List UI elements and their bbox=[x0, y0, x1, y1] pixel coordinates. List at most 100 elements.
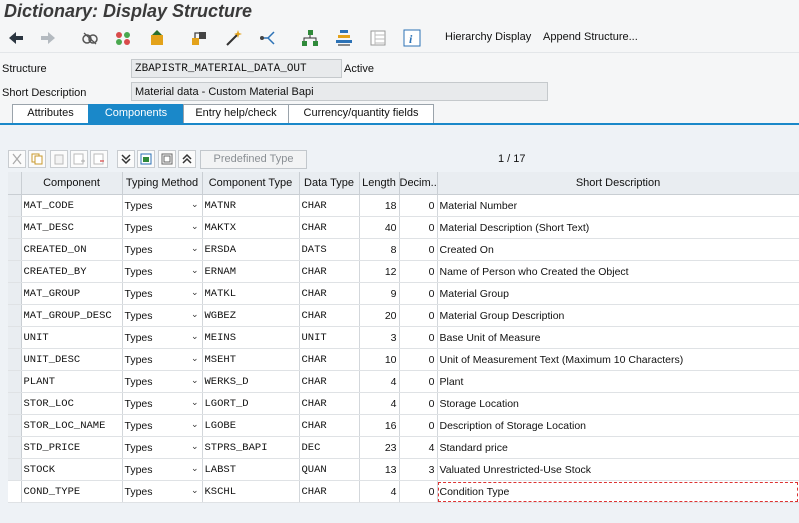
table-row[interactable]: MAT_GROUP Types ⌄ MATKL CHAR 9 0 Material Group bbox=[8, 282, 799, 305]
length-cell[interactable]: 40 bbox=[359, 216, 400, 239]
chevron-down-icon[interactable]: ⌄ bbox=[190, 309, 199, 319]
length-cell[interactable]: 13 bbox=[359, 458, 400, 481]
short-description-cell[interactable]: Base Unit of Measure bbox=[437, 326, 799, 349]
insert-row-icon[interactable] bbox=[70, 150, 88, 168]
table-row[interactable]: UNIT Types ⌄ MEINS UNIT 3 0 Base Unit of Measur… bbox=[8, 326, 799, 349]
activate-icon[interactable] bbox=[147, 28, 167, 48]
component-cell[interactable]: MAT_CODE bbox=[21, 194, 123, 217]
decimals-cell[interactable]: 0 bbox=[399, 194, 438, 217]
chevron-down-icon[interactable]: ⌄ bbox=[190, 463, 199, 473]
table-row[interactable]: MAT_CODE Types ⌄ MATNR CHAR 18 0 Material Numbe… bbox=[8, 194, 799, 217]
expand-all-icon[interactable] bbox=[117, 150, 135, 168]
table-row[interactable]: STOCK Types ⌄ LABST QUAN 13 3 Valuated Unrestri… bbox=[8, 458, 799, 481]
data-type-cell[interactable]: DATS bbox=[299, 238, 360, 261]
row-selector[interactable] bbox=[8, 194, 22, 217]
data-type-cell[interactable]: CHAR bbox=[299, 304, 360, 327]
component-cell[interactable]: STD_PRICE bbox=[21, 436, 123, 459]
row-selector[interactable] bbox=[8, 392, 22, 415]
decimals-cell[interactable]: 0 bbox=[399, 260, 438, 283]
data-type-cell[interactable]: CHAR bbox=[299, 348, 360, 371]
row-selector[interactable] bbox=[8, 414, 22, 437]
length-cell[interactable]: 4 bbox=[359, 370, 400, 393]
column-header-component-type[interactable]: Component Type bbox=[202, 172, 300, 195]
column-header-short-description[interactable]: Short Description bbox=[437, 172, 799, 195]
row-selector[interactable] bbox=[8, 304, 22, 327]
check-icon[interactable] bbox=[189, 28, 209, 48]
other-object-icon[interactable] bbox=[113, 28, 133, 48]
decimals-cell[interactable]: 0 bbox=[399, 238, 438, 261]
column-header-data-type[interactable]: Data Type bbox=[299, 172, 360, 195]
structure-field[interactable]: ZBAPISTR_MATERIAL_DATA_OUT bbox=[131, 59, 342, 78]
data-type-cell[interactable]: DEC bbox=[299, 436, 360, 459]
length-cell[interactable]: 8 bbox=[359, 238, 400, 261]
data-type-cell[interactable]: CHAR bbox=[299, 370, 360, 393]
component-type-cell[interactable]: WGBEZ bbox=[202, 304, 300, 327]
typing-method-cell[interactable]: Types ⌄ bbox=[122, 282, 203, 305]
component-cell[interactable]: UNIT_DESC bbox=[21, 348, 123, 371]
row-selector[interactable] bbox=[8, 370, 22, 393]
decimals-cell[interactable]: 0 bbox=[399, 304, 438, 327]
row-selector[interactable] bbox=[8, 326, 22, 349]
short-description-cell[interactable]: Material Group bbox=[437, 282, 799, 305]
table-row[interactable]: COND_TYPE Types ⌄ KSCHL CHAR 4 0 Condition Type bbox=[8, 480, 799, 503]
table-row[interactable]: CREATED_BY Types ⌄ ERNAM CHAR 12 0 Name of Pers… bbox=[8, 260, 799, 283]
typing-method-cell[interactable]: Types ⌄ bbox=[122, 194, 203, 217]
predefined-type-button[interactable]: Predefined Type bbox=[200, 150, 307, 169]
typing-method-cell[interactable]: Types ⌄ bbox=[122, 480, 203, 503]
component-cell[interactable]: MAT_GROUP bbox=[21, 282, 123, 305]
build-icon[interactable] bbox=[158, 150, 176, 168]
table-row[interactable]: UNIT_DESC Types ⌄ MSEHT CHAR 10 0 Unit of Measu… bbox=[8, 348, 799, 371]
row-selector[interactable] bbox=[8, 348, 22, 371]
chevron-down-icon[interactable]: ⌄ bbox=[190, 441, 199, 451]
chevron-down-icon[interactable]: ⌄ bbox=[190, 199, 199, 209]
component-cell[interactable]: UNIT bbox=[21, 326, 123, 349]
short-description-cell[interactable]: Standard price bbox=[437, 436, 799, 459]
component-type-cell[interactable]: MAKTX bbox=[202, 216, 300, 239]
typing-method-cell[interactable]: Types ⌄ bbox=[122, 216, 203, 239]
data-type-cell[interactable]: UNIT bbox=[299, 326, 360, 349]
length-cell[interactable]: 10 bbox=[359, 348, 400, 371]
table-row[interactable]: STOR_LOC_NAME Types ⌄ LGOBE CHAR 16 0 Descripti… bbox=[8, 414, 799, 437]
component-cell[interactable]: MAT_DESC bbox=[21, 216, 123, 239]
short-description-cell[interactable]: Created On bbox=[437, 238, 799, 261]
data-type-cell[interactable]: CHAR bbox=[299, 414, 360, 437]
component-type-cell[interactable]: LGOBE bbox=[202, 414, 300, 437]
decimals-cell[interactable]: 0 bbox=[399, 348, 438, 371]
info-icon[interactable]: i bbox=[402, 28, 422, 48]
column-header-typing-method[interactable]: Typing Method bbox=[122, 172, 203, 195]
length-cell[interactable]: 9 bbox=[359, 282, 400, 305]
row-selector[interactable] bbox=[8, 260, 22, 283]
forward-arrow-icon[interactable] bbox=[38, 28, 58, 48]
back-arrow-icon[interactable] bbox=[6, 28, 26, 48]
component-type-cell[interactable]: MATNR bbox=[202, 194, 300, 217]
component-type-cell[interactable]: STPRS_BAPI bbox=[202, 436, 300, 459]
row-selector[interactable] bbox=[8, 216, 22, 239]
short-description-field[interactable]: Material data - Custom Material Bapi bbox=[131, 82, 548, 101]
short-description-cell[interactable]: Storage Location bbox=[437, 392, 799, 415]
decimals-cell[interactable]: 0 bbox=[399, 480, 438, 503]
paste-icon[interactable] bbox=[50, 150, 68, 168]
layout-icon[interactable] bbox=[368, 28, 388, 48]
row-selector[interactable] bbox=[8, 282, 22, 305]
length-cell[interactable]: 23 bbox=[359, 436, 400, 459]
details-icon[interactable] bbox=[137, 150, 155, 168]
data-type-cell[interactable]: CHAR bbox=[299, 216, 360, 239]
column-header-decimals[interactable]: Decim... bbox=[399, 172, 438, 195]
column-header-length[interactable]: Length bbox=[359, 172, 400, 195]
magic-wand-icon[interactable] bbox=[224, 28, 244, 48]
component-type-cell[interactable]: WERKS_D bbox=[202, 370, 300, 393]
component-type-cell[interactable]: ERNAM bbox=[202, 260, 300, 283]
typing-method-cell[interactable]: Types ⌄ bbox=[122, 260, 203, 283]
typing-method-cell[interactable]: Types ⌄ bbox=[122, 414, 203, 437]
chevron-down-icon[interactable]: ⌄ bbox=[190, 287, 199, 297]
typing-method-cell[interactable]: Types ⌄ bbox=[122, 326, 203, 349]
decimals-cell[interactable]: 0 bbox=[399, 326, 438, 349]
copy-icon[interactable] bbox=[28, 150, 46, 168]
short-description-cell[interactable]: Material Number bbox=[437, 194, 799, 217]
tab-components[interactable]: Components bbox=[88, 104, 184, 123]
decimals-cell[interactable]: 0 bbox=[399, 282, 438, 305]
object-list-icon[interactable] bbox=[300, 28, 320, 48]
chevron-down-icon[interactable]: ⌄ bbox=[190, 331, 199, 341]
decimals-cell[interactable]: 0 bbox=[399, 216, 438, 239]
chevron-down-icon[interactable]: ⌄ bbox=[190, 375, 199, 385]
